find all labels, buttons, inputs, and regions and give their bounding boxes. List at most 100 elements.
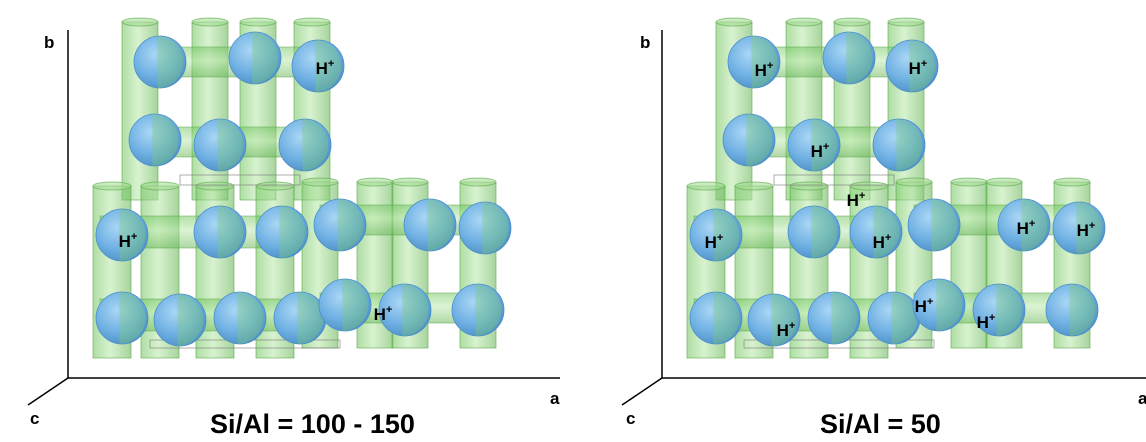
cavity-sphere-shade bbox=[427, 199, 454, 251]
proton-label: H+ bbox=[705, 232, 724, 252]
cavity-sphere-shade bbox=[846, 32, 873, 84]
channel-tube-cap bbox=[255, 181, 295, 191]
channel-tube-cap bbox=[459, 177, 497, 187]
channel-tube-cap bbox=[1053, 177, 1091, 187]
channel-tube-cap bbox=[734, 181, 774, 191]
proton-charge: + bbox=[717, 232, 723, 244]
axes-right: b a c bbox=[621, 30, 1146, 428]
proton-symbol: H bbox=[873, 233, 885, 252]
cavity-sphere bbox=[378, 283, 432, 337]
cavity-sphere bbox=[912, 278, 966, 332]
proton-symbol: H bbox=[915, 297, 927, 316]
proton-symbol: H bbox=[119, 232, 131, 251]
cavity-sphere bbox=[228, 31, 282, 85]
cavity-sphere bbox=[318, 278, 372, 332]
cavity-sphere-shade bbox=[831, 292, 858, 344]
proton-label: H+ bbox=[977, 312, 996, 332]
proton-label: H+ bbox=[755, 60, 774, 80]
cavity-sphere bbox=[972, 283, 1026, 337]
proton-charge: + bbox=[1029, 218, 1035, 230]
proton-charge: + bbox=[767, 60, 773, 72]
cavity-sphere bbox=[807, 291, 861, 345]
channel-tube-cap bbox=[293, 17, 331, 27]
cavity-sphere-shade bbox=[931, 199, 958, 251]
caption-left: Si/Al = 100 - 150 bbox=[210, 409, 415, 439]
proton-symbol: H bbox=[755, 61, 767, 80]
cavity-sphere-shade bbox=[119, 209, 146, 261]
cavity-sphere bbox=[451, 283, 505, 337]
proton-symbol: H bbox=[316, 59, 328, 78]
proton-charge: + bbox=[328, 58, 334, 70]
cavity-sphere bbox=[128, 113, 182, 167]
axis-label-c: c bbox=[30, 409, 39, 428]
proton-label: H+ bbox=[316, 58, 335, 78]
cavity-sphere-shade bbox=[177, 294, 204, 346]
cavity-sphere-shade bbox=[302, 119, 329, 171]
proton-label: H+ bbox=[811, 141, 830, 161]
proton-label: H+ bbox=[119, 231, 138, 251]
cavity-sphere-shade bbox=[337, 199, 364, 251]
channel-tube-cap bbox=[391, 177, 429, 187]
proton-charge: + bbox=[386, 304, 392, 316]
axis-label-b: b bbox=[44, 33, 54, 52]
proton-charge: + bbox=[859, 190, 865, 202]
cavity-sphere bbox=[689, 208, 743, 262]
channel-tube-cap bbox=[833, 17, 871, 27]
proton-charge: + bbox=[789, 320, 795, 332]
channel-tube-cap bbox=[985, 177, 1023, 187]
cavity-sphere bbox=[193, 118, 247, 172]
proton-label: H+ bbox=[1077, 220, 1096, 240]
channel-tube-cap bbox=[785, 17, 823, 27]
channel-tube-cap bbox=[121, 17, 159, 27]
cavity-sphere bbox=[1052, 201, 1106, 255]
channel-tube-cap bbox=[789, 181, 829, 191]
cavity-sphere bbox=[872, 118, 926, 172]
proton-symbol: H bbox=[374, 305, 386, 324]
cavity-sphere-shade bbox=[891, 292, 918, 344]
cavity-sphere-shade bbox=[713, 292, 740, 344]
axis-label-a: a bbox=[550, 389, 560, 408]
channel-tube-cap bbox=[239, 17, 277, 27]
proton-symbol: H bbox=[847, 191, 859, 210]
cavity-sphere bbox=[1045, 283, 1099, 337]
cavity-sphere-shade bbox=[475, 284, 502, 336]
cavity-sphere bbox=[727, 35, 781, 89]
cavity-sphere bbox=[907, 198, 961, 252]
unit-cell-outline bbox=[179, 174, 301, 186]
cavity-sphere-shade bbox=[152, 114, 179, 166]
cavity-sphere bbox=[403, 198, 457, 252]
cavity-sphere bbox=[278, 118, 332, 172]
cavity-sphere bbox=[255, 205, 309, 259]
cavity-sphere-shade bbox=[237, 292, 264, 344]
cavity-sphere bbox=[787, 205, 841, 259]
proton-label: H+ bbox=[374, 304, 393, 324]
channel-tube-cap bbox=[686, 181, 726, 191]
channel-tube-cap bbox=[895, 177, 933, 187]
cavity-sphere bbox=[885, 39, 939, 93]
cavity-sphere-shade bbox=[873, 206, 900, 258]
caption-right: Si/Al = 50 bbox=[820, 409, 941, 439]
cavity-sphere-shade bbox=[909, 40, 936, 92]
cavity-sphere-shade bbox=[342, 279, 369, 331]
cavity-sphere bbox=[787, 118, 841, 172]
proton-symbol: H bbox=[1077, 221, 1089, 240]
cavity-sphere bbox=[997, 198, 1051, 252]
proton-charge: + bbox=[921, 58, 927, 70]
proton-symbol: H bbox=[705, 233, 717, 252]
proton-charge: + bbox=[927, 296, 933, 308]
cavity-sphere-shade bbox=[936, 279, 963, 331]
channel-tube-cap bbox=[301, 177, 339, 187]
cavity-sphere bbox=[689, 291, 743, 345]
axis-label-c: c bbox=[626, 409, 635, 428]
channel-tube-cap bbox=[887, 17, 925, 27]
cavity-sphere-shade bbox=[713, 209, 740, 261]
cavity-sphere bbox=[722, 113, 776, 167]
cavity-sphere-shade bbox=[402, 284, 429, 336]
cavity-sphere-shade bbox=[482, 202, 509, 254]
proton-label: H+ bbox=[915, 296, 934, 316]
proton-charge: + bbox=[823, 141, 829, 153]
proton-charge: + bbox=[131, 231, 137, 243]
cavity-sphere-shade bbox=[996, 284, 1023, 336]
cavity-sphere-shade bbox=[771, 294, 798, 346]
